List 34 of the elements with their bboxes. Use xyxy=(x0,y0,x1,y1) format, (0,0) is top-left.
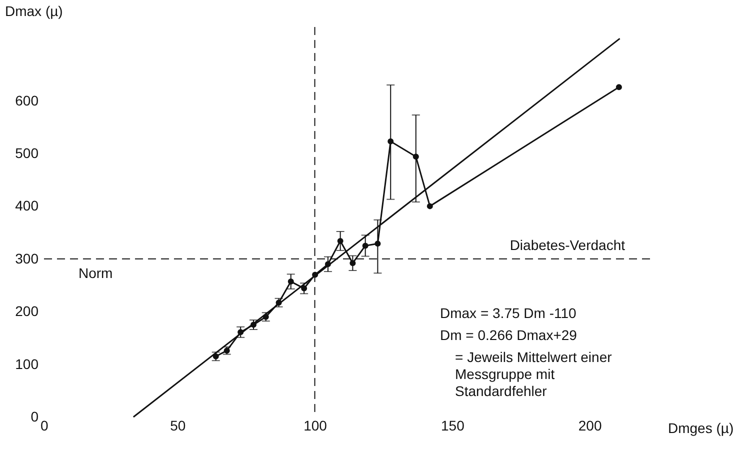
ref-line-label: Diabetes-Verdacht xyxy=(510,236,626,253)
point xyxy=(616,84,622,90)
point xyxy=(324,261,331,268)
point xyxy=(412,154,419,160)
y-tick-label: 600 xyxy=(15,92,39,108)
point xyxy=(388,138,394,144)
point xyxy=(337,238,344,244)
point xyxy=(312,272,318,278)
point xyxy=(238,329,244,336)
annotation: = Jeweils Mittelwert einer Messgruppe mit Standardfehler xyxy=(455,349,612,399)
y-tick-label: 200 xyxy=(15,303,39,320)
x-axis-title: Dmges (µ) xyxy=(668,420,734,436)
point xyxy=(301,285,308,292)
x-tick-label: 150 xyxy=(440,418,465,434)
point xyxy=(288,278,294,285)
annotation: Dm = 0.266 Dmax+29 xyxy=(440,327,578,343)
point xyxy=(262,314,269,320)
y-tick-label: 500 xyxy=(15,144,39,161)
y-tick-label: 300 xyxy=(15,250,39,266)
x-tick-label: 200 xyxy=(578,418,602,434)
point xyxy=(212,353,219,360)
point xyxy=(276,300,282,306)
point xyxy=(250,322,256,328)
point xyxy=(426,203,433,210)
point xyxy=(350,260,356,266)
annotation: Dmax = 3.75 Dm -110 xyxy=(440,305,577,321)
point xyxy=(362,242,368,249)
y-tick-label: 400 xyxy=(15,198,39,214)
point xyxy=(374,240,381,247)
x-tick-label: 50 xyxy=(170,418,186,434)
x-tick-label: 100 xyxy=(304,418,328,434)
y-axis-title: Dmax (µ) xyxy=(5,3,63,19)
y-tick-label: 100 xyxy=(15,356,39,372)
annotation: Norm xyxy=(78,264,113,281)
